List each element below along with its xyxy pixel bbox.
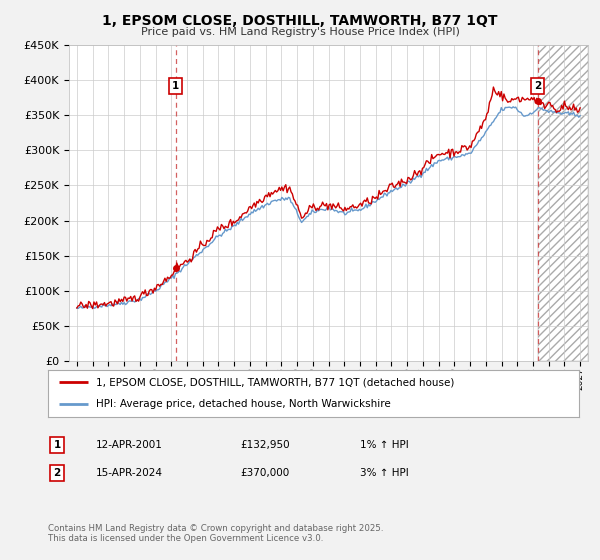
Text: 2: 2 [53,468,61,478]
Text: Price paid vs. HM Land Registry's House Price Index (HPI): Price paid vs. HM Land Registry's House … [140,27,460,37]
Text: HPI: Average price, detached house, North Warwickshire: HPI: Average price, detached house, Nort… [96,399,391,409]
Text: £370,000: £370,000 [240,468,289,478]
Text: 3% ↑ HPI: 3% ↑ HPI [360,468,409,478]
Text: 1: 1 [172,81,179,91]
Text: Contains HM Land Registry data © Crown copyright and database right 2025.
This d: Contains HM Land Registry data © Crown c… [48,524,383,543]
Text: 2: 2 [534,81,541,91]
Text: 1, EPSOM CLOSE, DOSTHILL, TAMWORTH, B77 1QT: 1, EPSOM CLOSE, DOSTHILL, TAMWORTH, B77 … [102,14,498,28]
Text: 1: 1 [53,440,61,450]
Text: 1, EPSOM CLOSE, DOSTHILL, TAMWORTH, B77 1QT (detached house): 1, EPSOM CLOSE, DOSTHILL, TAMWORTH, B77 … [96,377,454,388]
Text: 1% ↑ HPI: 1% ↑ HPI [360,440,409,450]
Text: £132,950: £132,950 [240,440,290,450]
Text: 12-APR-2001: 12-APR-2001 [96,440,163,450]
Text: 15-APR-2024: 15-APR-2024 [96,468,163,478]
